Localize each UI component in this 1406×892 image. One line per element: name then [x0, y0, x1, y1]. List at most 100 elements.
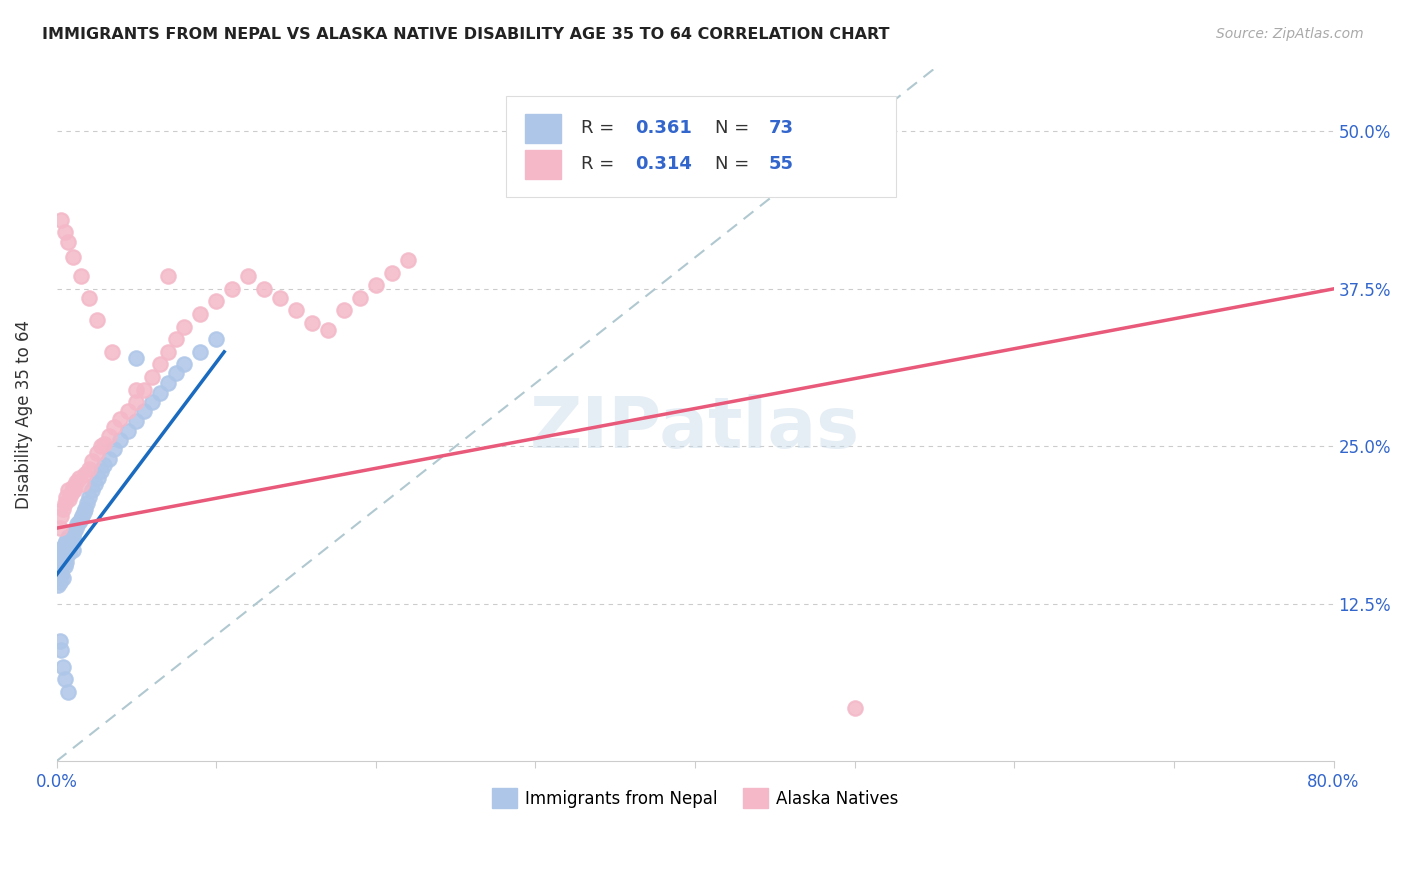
Text: 0.314: 0.314: [636, 155, 692, 173]
Point: [188, 307, 211, 321]
Point: [55, 490, 77, 504]
Point: [49, 634, 72, 648]
Point: [46, 578, 69, 592]
Point: [333, 303, 356, 318]
Point: [149, 386, 172, 401]
Point: [173, 358, 195, 372]
Point: [49, 555, 72, 569]
Point: [53, 496, 76, 510]
Point: [51, 508, 73, 523]
Point: [51, 546, 73, 560]
Point: [101, 344, 124, 359]
Point: [69, 269, 91, 284]
Point: [77, 291, 100, 305]
Point: [125, 383, 148, 397]
Text: 73: 73: [769, 119, 794, 137]
Point: [173, 319, 195, 334]
Point: [67, 471, 90, 485]
Text: N =: N =: [716, 119, 755, 137]
Point: [55, 550, 77, 565]
Point: [103, 420, 125, 434]
Point: [125, 414, 148, 428]
Point: [51, 212, 73, 227]
Point: [49, 575, 72, 590]
Point: [51, 550, 73, 565]
Point: [75, 502, 97, 516]
Point: [46, 567, 69, 582]
Point: [70, 477, 93, 491]
Text: 55: 55: [769, 155, 794, 173]
Point: [59, 487, 82, 501]
Point: [269, 291, 291, 305]
Point: [62, 542, 84, 557]
Point: [53, 225, 76, 239]
Point: [51, 643, 73, 657]
Point: [76, 496, 98, 510]
Point: [87, 471, 110, 485]
Point: [149, 358, 172, 372]
Point: [364, 278, 387, 293]
Point: [188, 344, 211, 359]
Point: [285, 303, 308, 318]
Point: [93, 436, 115, 450]
Point: [110, 411, 132, 425]
Point: [86, 445, 108, 459]
Point: [46, 565, 69, 579]
Point: [49, 558, 72, 573]
Point: [316, 323, 339, 337]
Point: [67, 515, 90, 529]
Point: [98, 451, 121, 466]
Point: [98, 429, 121, 443]
Point: [103, 442, 125, 456]
Point: [56, 483, 79, 498]
Point: [253, 282, 276, 296]
Point: [53, 546, 76, 560]
Point: [396, 252, 419, 267]
Point: [117, 424, 139, 438]
Point: [125, 351, 148, 365]
Point: [52, 659, 75, 673]
Point: [157, 376, 180, 391]
Point: [70, 508, 93, 523]
Point: [65, 521, 87, 535]
Point: [93, 458, 115, 472]
Point: [55, 533, 77, 548]
Point: [66, 517, 89, 532]
Point: [63, 524, 86, 539]
Point: [62, 251, 84, 265]
Point: [55, 555, 77, 569]
Point: [52, 540, 75, 554]
Point: [134, 404, 156, 418]
Point: [90, 439, 112, 453]
Point: [73, 505, 96, 519]
Point: [63, 483, 86, 498]
Point: [157, 344, 180, 359]
Point: [75, 467, 97, 481]
Point: [53, 537, 76, 551]
Text: R =: R =: [582, 155, 620, 173]
Point: [141, 395, 163, 409]
FancyBboxPatch shape: [506, 96, 896, 196]
Point: [58, 492, 80, 507]
Point: [65, 475, 87, 489]
Text: N =: N =: [716, 155, 755, 173]
Point: [63, 533, 86, 548]
Point: [165, 366, 187, 380]
Point: [56, 235, 79, 250]
Point: [844, 701, 866, 715]
Point: [52, 572, 75, 586]
Point: [55, 542, 77, 557]
Text: Source: ZipAtlas.com: Source: ZipAtlas.com: [1216, 27, 1364, 41]
Point: [236, 269, 259, 284]
FancyBboxPatch shape: [526, 150, 561, 178]
Point: [62, 533, 84, 548]
Text: 0.361: 0.361: [636, 119, 692, 137]
Point: [51, 567, 73, 582]
Text: ZIPatlas: ZIPatlas: [530, 394, 860, 463]
Point: [221, 282, 243, 296]
Point: [165, 332, 187, 346]
Point: [52, 502, 75, 516]
Point: [56, 685, 79, 699]
Point: [205, 332, 228, 346]
Point: [77, 462, 100, 476]
